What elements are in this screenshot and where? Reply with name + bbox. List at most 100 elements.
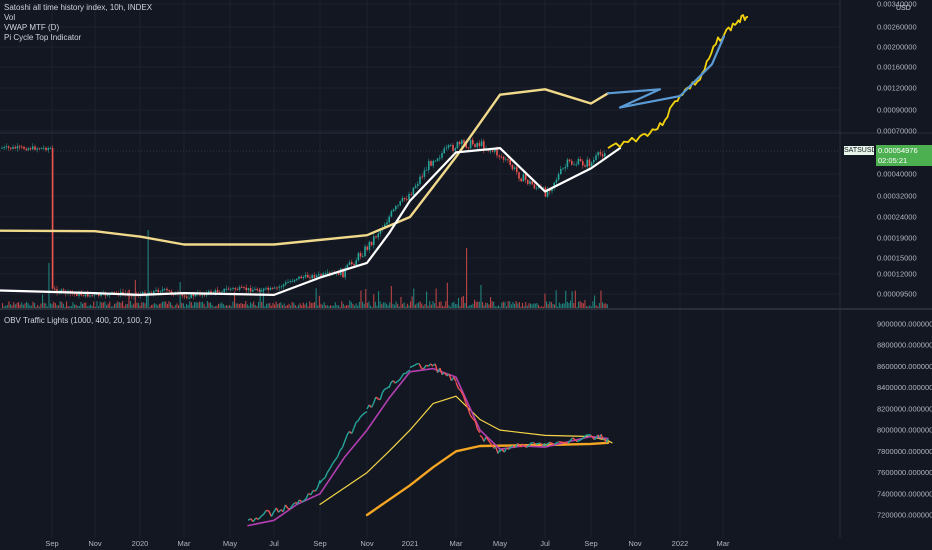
volume-bar xyxy=(106,305,108,308)
volume-bar xyxy=(286,305,288,308)
obv-segment xyxy=(455,382,460,389)
candle-body xyxy=(157,289,159,293)
price-axis[interactable]: 0.00340000 0.00260000 0.00200000 0.00160000… xyxy=(877,0,917,299)
candle-body xyxy=(241,287,243,288)
obv-segment xyxy=(491,444,495,449)
candle-body xyxy=(476,143,478,147)
volume-bar xyxy=(366,302,368,308)
volume-bar xyxy=(192,305,194,308)
volume-bar xyxy=(339,306,341,308)
candle-body xyxy=(293,279,296,282)
volume-bar xyxy=(328,306,330,308)
obv-tick-label: 7400000.00000000 xyxy=(877,489,932,498)
volume-bar xyxy=(443,306,445,308)
volume-bar xyxy=(254,305,256,308)
candle-body xyxy=(590,162,593,167)
volume-bar xyxy=(426,291,428,308)
candle-body xyxy=(155,289,157,292)
volume-bar xyxy=(195,302,197,308)
volume-bar xyxy=(370,305,372,308)
obv-segment xyxy=(255,517,259,521)
volume-bar xyxy=(432,301,434,308)
volume-bar xyxy=(149,306,151,308)
candle-body xyxy=(491,150,494,152)
obv-segment xyxy=(257,516,262,520)
volume-bar xyxy=(90,304,92,308)
volume-bar xyxy=(518,301,520,308)
obv-segment xyxy=(558,441,564,444)
volume-bar xyxy=(342,303,344,308)
volume-bar xyxy=(334,302,336,308)
volume-bar xyxy=(459,306,461,308)
volume-bar xyxy=(344,305,346,308)
obv-axis[interactable]: 9000000.00000000 8800000.00000000 8600000.… xyxy=(877,320,932,520)
volume-bar xyxy=(189,301,191,308)
candle-body xyxy=(414,185,417,188)
candle-body xyxy=(500,156,503,158)
time-tick-label: Sep xyxy=(45,539,58,548)
volume-bar xyxy=(245,301,247,308)
volume-bar xyxy=(38,306,40,308)
volume-bar xyxy=(114,303,116,308)
obv-segment xyxy=(464,402,469,409)
candle-body xyxy=(51,147,54,289)
volume-bar xyxy=(264,306,266,308)
candle-body xyxy=(201,294,203,296)
volume-bar xyxy=(104,301,106,308)
pi-cycle-blue-line xyxy=(606,35,726,109)
obv-segment xyxy=(247,518,251,521)
price-tick-label: 0.00032000 xyxy=(877,192,917,201)
volume-bar xyxy=(141,302,143,308)
candle-body xyxy=(164,288,166,290)
obv-segment xyxy=(289,505,293,510)
legend-vwap[interactable]: VWAP MTF (D) xyxy=(4,23,60,32)
volume-bar xyxy=(98,306,100,308)
volume-bar xyxy=(277,304,279,308)
time-tick-label: Jul xyxy=(540,539,550,548)
volume-bar xyxy=(43,302,45,308)
obv-segment xyxy=(331,459,336,465)
volume-bar xyxy=(282,305,284,308)
candle-body xyxy=(122,291,124,294)
legend-title[interactable]: Satoshi all time history index, 10h, IND… xyxy=(4,3,153,12)
candle-body xyxy=(84,293,87,297)
candle-body xyxy=(498,155,500,157)
volume-bar xyxy=(429,301,431,308)
candle-body xyxy=(62,289,65,291)
volume-bar xyxy=(206,301,208,308)
volume-bar xyxy=(256,305,258,308)
candle-body xyxy=(362,256,364,257)
volume-bar xyxy=(237,303,239,308)
obv-segment xyxy=(423,364,427,370)
volume-bar xyxy=(238,304,240,308)
volume-bar xyxy=(514,303,516,308)
time-tick-label: 2022 xyxy=(672,539,689,548)
volume-bar xyxy=(325,305,327,308)
volume-bar xyxy=(22,304,24,308)
volume-bar xyxy=(346,305,348,308)
legend-pi[interactable]: Pi Cycle Top Indicator xyxy=(4,33,82,42)
volume-bar xyxy=(534,303,536,308)
volume-bar xyxy=(560,304,562,308)
obv-segment xyxy=(357,416,362,422)
candle-body xyxy=(76,293,78,296)
volume-bar xyxy=(272,302,274,308)
candle-body xyxy=(406,199,408,201)
candle-body xyxy=(278,286,280,288)
obv-segment xyxy=(457,387,462,392)
candle-body xyxy=(428,161,430,170)
legend-vol[interactable]: Vol xyxy=(4,13,16,22)
volume-bar xyxy=(437,306,439,308)
volume-bar xyxy=(275,301,277,308)
volume-bar xyxy=(240,303,242,308)
volume-bar xyxy=(128,289,130,308)
volume-bar xyxy=(266,303,268,308)
volume-bar xyxy=(405,306,407,308)
obv-segment xyxy=(553,441,560,445)
obv-segment xyxy=(370,402,375,408)
legend-obv[interactable]: OBV Traffic Lights (1000, 400, 20, 100, … xyxy=(4,316,152,325)
candle-body xyxy=(216,290,219,293)
candle-body xyxy=(93,294,96,296)
time-axis[interactable]: Sep Nov 2020 Mar May Jul Sep Nov 2021 Mar May Jul Se… xyxy=(45,539,730,548)
